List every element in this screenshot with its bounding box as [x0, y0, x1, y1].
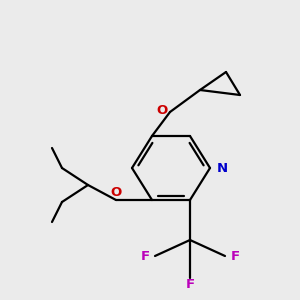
Text: F: F: [230, 250, 240, 262]
Text: O: O: [156, 103, 168, 116]
Text: N: N: [217, 161, 228, 175]
Text: F: F: [185, 278, 195, 292]
Text: O: O: [110, 187, 122, 200]
Text: F: F: [140, 250, 150, 262]
